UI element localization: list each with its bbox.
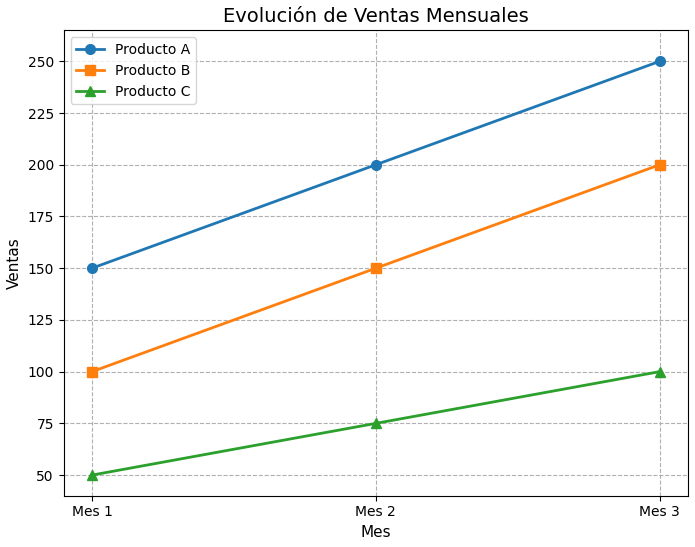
Producto A (655, 58, 664, 65)
Producto B (655, 161, 664, 168)
Line: Producto A: Producto A (87, 56, 664, 273)
Producto A (88, 265, 96, 271)
Producto A (372, 161, 380, 168)
Legend: Producto A, Producto B, Producto C: Producto A, Producto B, Producto C (70, 37, 196, 104)
Title: Evolución de Ventas Mensuales: Evolución de Ventas Mensuales (223, 7, 529, 26)
Line: Producto B: Producto B (87, 160, 664, 376)
Line: Producto C: Producto C (87, 367, 664, 480)
Producto C (655, 368, 664, 375)
Producto C (372, 420, 380, 427)
X-axis label: Mes: Mes (361, 525, 391, 540)
Y-axis label: Ventas: Ventas (7, 237, 22, 289)
Producto B (88, 368, 96, 375)
Producto B (372, 265, 380, 271)
Producto C (88, 472, 96, 479)
